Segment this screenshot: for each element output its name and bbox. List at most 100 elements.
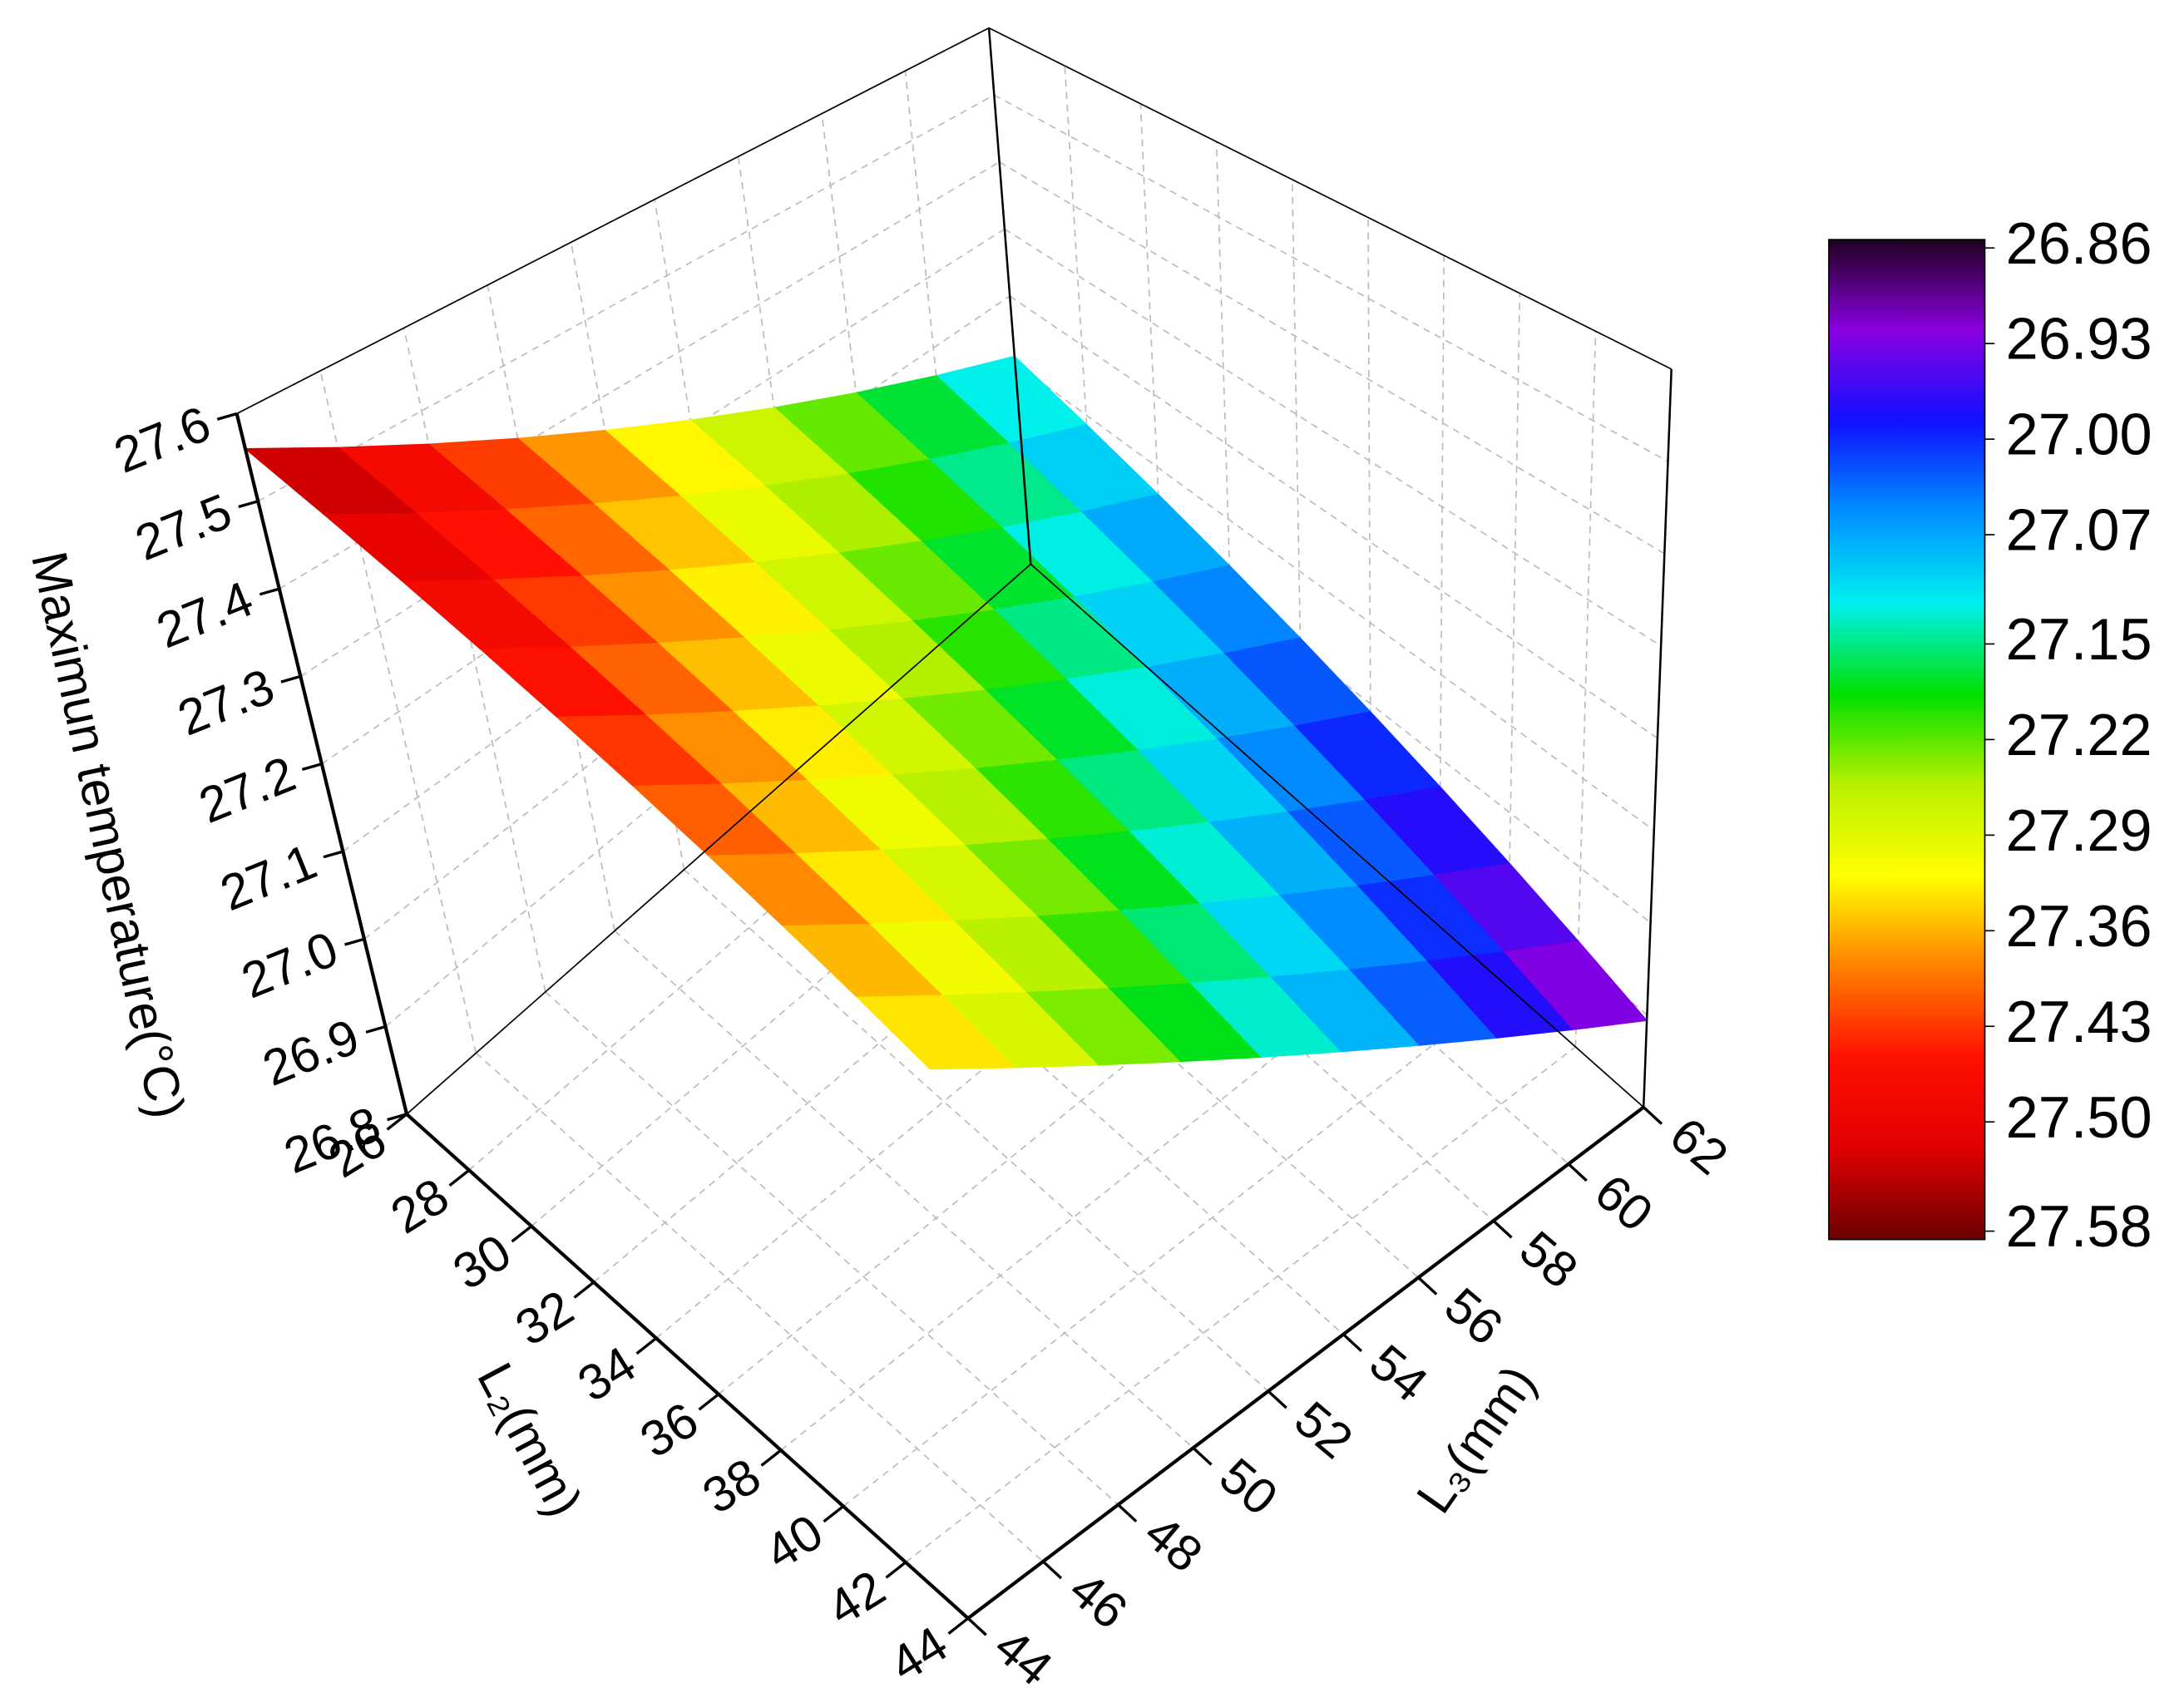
grid-line [842, 985, 1508, 1508]
x-tick-label: 40 [755, 1503, 833, 1580]
axis-line [236, 27, 990, 415]
grid-line [822, 747, 1420, 1279]
y-tick [1492, 1219, 1513, 1239]
z-tick [280, 674, 301, 684]
grid-line [999, 161, 1665, 555]
x-tick-label: 32 [506, 1279, 583, 1356]
x-tick [885, 1561, 907, 1579]
y-tick-label: 54 [1360, 1333, 1439, 1412]
x-tick-label: 28 [381, 1167, 458, 1244]
grid-line [1004, 228, 1662, 647]
grid-line [993, 94, 1668, 462]
y-tick [966, 1616, 987, 1636]
y-tick [1117, 1503, 1138, 1523]
grid-line [655, 805, 1304, 1339]
x-tick-label: 44 [880, 1615, 957, 1688]
colorbar-label: 27.22 [2006, 702, 2152, 767]
grid-line [1014, 362, 1655, 832]
y-tick-label: 46 [1060, 1561, 1139, 1640]
axis-line [1030, 563, 1644, 1108]
y-tick-label: 44 [984, 1617, 1063, 1688]
axis-line [1642, 368, 1673, 1108]
colorbar [1828, 239, 1986, 1241]
colorbar-label: 27.50 [2006, 1084, 2152, 1150]
y-tick-label: 48 [1134, 1503, 1213, 1582]
z-tick-label: 27.4 [149, 570, 260, 659]
grid-line [780, 925, 1440, 1451]
z-tick-label: 27.6 [106, 395, 218, 484]
x-tick-label: 38 [693, 1447, 770, 1524]
x-tick [947, 1616, 969, 1635]
grid-line [257, 94, 995, 502]
x-tick [760, 1449, 783, 1467]
colorbar-label: 27.00 [2006, 402, 2152, 467]
y-tick [1267, 1389, 1287, 1409]
z-tick [344, 937, 365, 946]
colorbar-label: 27.58 [2006, 1193, 2152, 1259]
colorbar-label: 27.07 [2006, 497, 2152, 563]
grid-line [545, 991, 1119, 1506]
y-tick [1192, 1447, 1213, 1466]
colorbar-label: 26.93 [2006, 306, 2152, 372]
x-tick-label: 42 [818, 1559, 895, 1636]
z-tick-label: 27.5 [127, 482, 239, 571]
z-tick [259, 587, 280, 596]
z-tick [301, 763, 323, 772]
z-tick-label: 27.0 [234, 920, 345, 1009]
y-tick-label: 62 [1660, 1106, 1739, 1185]
x-tick [386, 1113, 408, 1131]
grid-line [614, 930, 1194, 1449]
grid-line [1367, 217, 1372, 866]
grid-line [1009, 295, 1658, 739]
y-tick-label: 52 [1284, 1390, 1363, 1469]
axis-line [966, 1105, 1645, 1620]
grid-line [1139, 103, 1168, 685]
grid-line [905, 1046, 1576, 1563]
z-tick-label: 26.9 [255, 1008, 367, 1097]
grid-line [475, 1052, 1044, 1562]
y-tick-label: 50 [1209, 1447, 1288, 1526]
axis-line [406, 563, 1031, 1115]
surface [245, 355, 1648, 1070]
grid-line [1020, 429, 1652, 924]
colorbar-label: 26.86 [2006, 210, 2152, 276]
z-tick [238, 500, 259, 509]
z-tick-label: 27.2 [191, 745, 303, 834]
z-tick [323, 850, 343, 859]
x-tick [448, 1168, 471, 1187]
y-tick [1643, 1106, 1663, 1125]
x-tick-label: 30 [443, 1223, 521, 1301]
surface-cell [856, 995, 1015, 1070]
colorbar-label: 27.29 [2006, 797, 2152, 863]
y-tick [1567, 1162, 1588, 1182]
y-tick [1342, 1333, 1363, 1353]
z-tick-label: 27.3 [170, 658, 281, 747]
z-tick-label: 27.1 [212, 832, 324, 921]
z-tick [216, 412, 238, 421]
x-tick [573, 1281, 595, 1299]
y-tick [1417, 1276, 1438, 1296]
x-axis-title: L₂(mm) [467, 1354, 594, 1525]
y-tick-label: 60 [1584, 1163, 1663, 1242]
z-tick [365, 1024, 386, 1034]
y-tick-label: 56 [1435, 1276, 1514, 1355]
colorbar-labels: 26.86 26.93 27.00 27.07 27.15 27.22 27.29 27.36… [1984, 210, 2152, 1259]
colorbar-label: 27.36 [2006, 893, 2152, 959]
x-tick [511, 1225, 533, 1243]
x-tick [823, 1505, 844, 1523]
x-tick [635, 1337, 658, 1355]
axis-line [405, 1113, 970, 1620]
grid-line [718, 865, 1372, 1395]
colorbar-label: 27.15 [2006, 606, 2152, 672]
y-tick [1042, 1560, 1063, 1580]
x-tick-label: 36 [630, 1391, 708, 1468]
z-tick [387, 1113, 408, 1122]
grid-line [403, 328, 546, 993]
y-tick-label: 58 [1510, 1220, 1589, 1299]
grid-line [683, 869, 1269, 1392]
axis-line [988, 27, 1673, 370]
axis-line [987, 27, 1032, 565]
x-tick-label: 34 [568, 1335, 645, 1412]
